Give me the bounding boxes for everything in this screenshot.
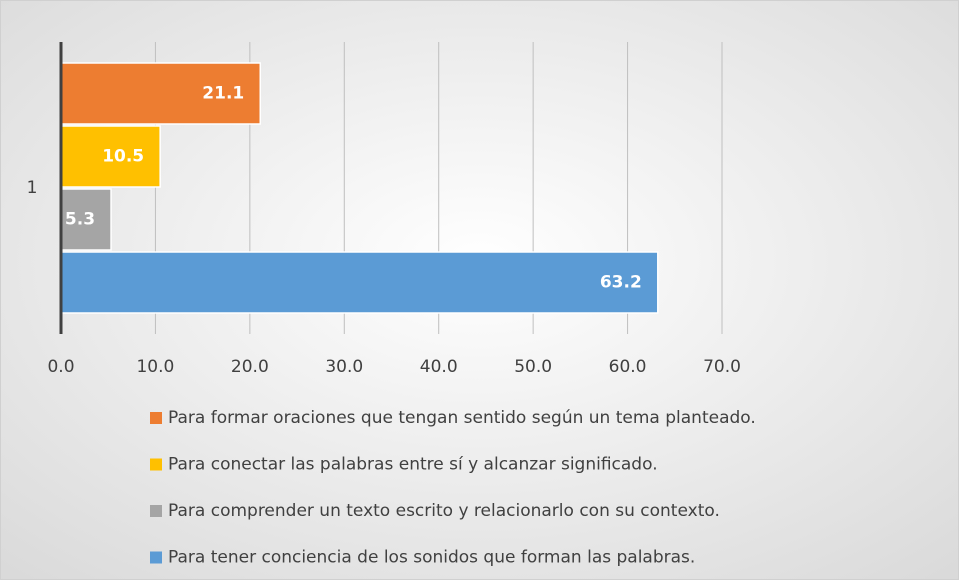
legend-label: Para formar oraciones que tengan sentido… [168,408,756,428]
x-tick-label: 50.0 [514,357,552,377]
bar [60,251,659,314]
bar [60,62,261,125]
legend-label: Para comprender un texto escrito y relac… [168,501,720,521]
bars: 21.1 10.5 5.3 63.2 [60,62,659,314]
legend-label: Para conectar las palabras entre sí y al… [168,455,658,475]
x-tick-label: 30.0 [325,357,363,377]
legend: Para formar oraciones que tengan sentido… [150,408,756,568]
legend-swatch [150,551,162,564]
data-label: 5.3 [65,210,95,230]
x-tick-label: 60.0 [609,357,647,377]
data-label: 21.1 [202,84,244,104]
x-tick-label: 40.0 [420,357,458,377]
legend-swatch [150,505,162,517]
x-tick-label: 0.0 [47,357,74,377]
legend-label: Para tener conciencia de los sonidos que… [168,548,695,568]
x-tick-label: 20.0 [231,357,269,377]
data-label: 63.2 [600,273,642,293]
y-tick-label: 1 [27,178,38,198]
x-tick-label: 10.0 [136,357,174,377]
data-label: 10.5 [102,147,144,167]
legend-swatch [150,458,162,471]
bar [60,188,112,251]
x-tick-label: 70.0 [703,357,741,377]
legend-swatch [150,412,162,424]
